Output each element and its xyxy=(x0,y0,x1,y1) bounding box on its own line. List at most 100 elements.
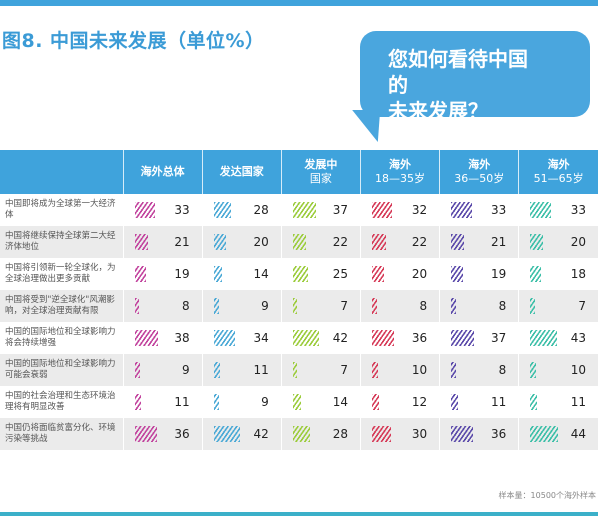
bubble-line-2: 未来发展？ xyxy=(388,99,488,123)
bottom-accent-line xyxy=(0,512,598,516)
column-header-line2: 36—50岁 xyxy=(454,172,505,185)
data-cell: 8 xyxy=(439,354,519,386)
data-cell: 33 xyxy=(122,194,203,226)
hatched-bar xyxy=(371,330,395,346)
hatched-bar xyxy=(213,362,221,378)
value-label: 33 xyxy=(491,203,507,217)
hatched-bar xyxy=(530,426,558,442)
data-table: 海外总体 发达国家 发展中 国家 海外 18—35岁 海外 36—50岁 海外 51—65岁 中国… xyxy=(0,150,598,450)
column-header-line1: 海外 xyxy=(389,158,412,171)
value-label: 8 xyxy=(182,299,190,313)
value-label: 18 xyxy=(570,267,586,281)
data-cell: 7 xyxy=(518,290,598,322)
hatched-bar xyxy=(213,234,227,250)
hatched-bar xyxy=(451,362,457,378)
data-cell: 22 xyxy=(359,226,440,258)
data-cell: 19 xyxy=(122,258,203,290)
table-row: 中国仍将面临贫富分化、环境污染等挑战 36 42 28 30 36 44 xyxy=(0,418,598,450)
hatched-bar xyxy=(530,266,542,282)
hatched-bar xyxy=(292,394,302,410)
hatched-bar xyxy=(451,202,472,218)
data-cell: 42 xyxy=(201,418,282,450)
data-cell: 8 xyxy=(439,290,519,322)
value-label: 7 xyxy=(578,299,586,313)
row-label: 中国的国际地位和全球影响力可能会衰弱 xyxy=(0,354,123,386)
hatched-bar xyxy=(292,266,309,282)
data-cell: 28 xyxy=(201,194,282,226)
data-cell: 37 xyxy=(280,194,361,226)
hatched-bar xyxy=(213,426,240,442)
data-cell: 10 xyxy=(518,354,598,386)
bubble-line-1: 您如何看待中国的 xyxy=(388,47,528,97)
value-label: 28 xyxy=(332,427,348,441)
value-label: 25 xyxy=(332,267,348,281)
data-cell: 21 xyxy=(439,226,519,258)
hatched-bar xyxy=(213,298,220,314)
hatched-bar xyxy=(371,266,385,282)
value-label: 8 xyxy=(498,299,507,313)
data-cell: 34 xyxy=(201,322,282,354)
hatched-bar xyxy=(371,202,392,218)
value-label: 36 xyxy=(174,427,190,441)
value-label: 20 xyxy=(570,235,586,249)
data-cell: 11 xyxy=(439,386,519,418)
value-label: 34 xyxy=(253,331,269,345)
data-cell: 8 xyxy=(122,290,203,322)
table-row: 中国将继续保持全球第二大经济体地位 21 20 22 22 21 20 xyxy=(0,226,598,258)
value-label: 38 xyxy=(174,331,190,345)
hatched-bar xyxy=(134,426,157,442)
hatched-bar xyxy=(530,298,535,314)
value-label: 9 xyxy=(182,363,190,377)
hatched-bar xyxy=(134,266,147,282)
hatched-bar xyxy=(371,362,379,378)
data-cell: 32 xyxy=(359,194,440,226)
data-cell: 43 xyxy=(518,322,598,354)
row-label: 中国将受到"逆全球化"风潮影响，对全球治理贡献有限 xyxy=(0,290,123,322)
data-cell: 19 xyxy=(439,258,519,290)
value-label: 12 xyxy=(411,395,428,409)
value-label: 33 xyxy=(570,203,586,217)
data-cell: 11 xyxy=(518,386,598,418)
value-label: 10 xyxy=(570,363,586,377)
value-label: 19 xyxy=(491,267,507,281)
value-label: 44 xyxy=(570,427,586,441)
data-cell: 20 xyxy=(201,226,282,258)
value-label: 11 xyxy=(253,363,269,377)
column-header-line1: 发展中 xyxy=(304,158,338,171)
hatched-bar xyxy=(134,362,141,378)
data-cell: 22 xyxy=(280,226,361,258)
data-cell: 10 xyxy=(359,354,440,386)
value-label: 10 xyxy=(411,363,428,377)
value-label: 11 xyxy=(491,395,507,409)
column-header-line1: 海外 xyxy=(468,158,491,171)
value-label: 8 xyxy=(419,299,428,313)
data-cell: 33 xyxy=(518,194,598,226)
data-cell: 44 xyxy=(518,418,598,450)
value-label: 43 xyxy=(570,331,586,345)
row-label: 中国即将成为全球第一大经济体 xyxy=(5,199,116,220)
value-label: 14 xyxy=(332,395,348,409)
column-header: 海外总体 xyxy=(122,150,203,194)
data-cell: 8 xyxy=(359,290,440,322)
header-blank xyxy=(0,150,123,194)
column-header-line2: 18—35岁 xyxy=(375,172,426,185)
hatched-bar xyxy=(530,202,551,218)
row-label: 中国的社会治理和生态环境治理将有明显改善 xyxy=(5,391,116,412)
hatched-bar xyxy=(371,426,391,442)
hatched-bar xyxy=(530,394,538,410)
table-row: 中国的国际地位和全球影响力将会持续增强 38 34 42 36 37 43 xyxy=(0,322,598,354)
data-cell: 7 xyxy=(280,354,361,386)
hatched-bar xyxy=(451,266,463,282)
hatched-bar xyxy=(371,234,386,250)
hatched-bar xyxy=(134,202,155,218)
value-label: 36 xyxy=(411,331,428,345)
table-row: 中国的国际地位和全球影响力可能会衰弱 9 11 7 10 8 10 xyxy=(0,354,598,386)
value-label: 8 xyxy=(498,363,507,377)
row-label: 中国的国际地位和全球影响力将会持续增强 xyxy=(5,327,116,348)
value-label: 9 xyxy=(261,299,269,313)
value-label: 11 xyxy=(570,395,586,409)
hatched-bar xyxy=(213,266,223,282)
value-label: 7 xyxy=(340,299,348,313)
hatched-bar xyxy=(292,202,316,218)
value-label: 21 xyxy=(174,235,190,249)
